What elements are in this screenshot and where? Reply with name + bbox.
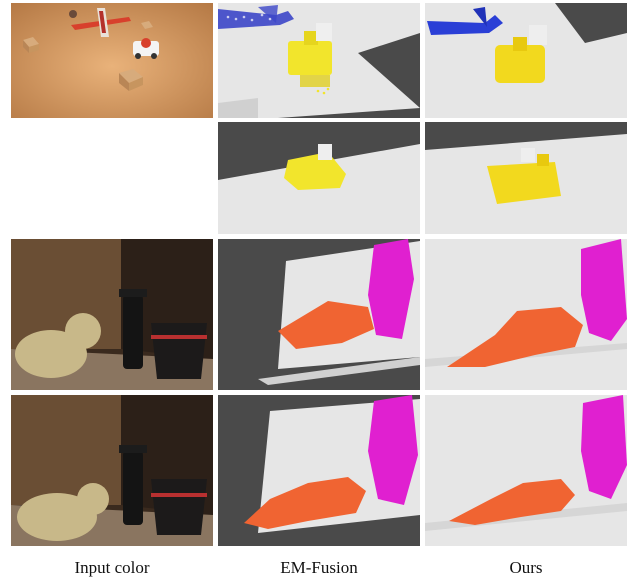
ours-magenta-object [581,395,627,499]
em-plane [218,5,294,29]
row1-input-color-image [11,3,213,118]
row2-em-fusion-reconstruction [218,122,420,234]
em-teddy [244,477,366,529]
ours-magenta-object [581,239,627,341]
bucket [151,323,207,379]
row4-input-color-image [11,395,213,546]
ours-train [495,25,547,83]
column-label-input-color: Input color [74,558,150,577]
em-magenta-object [368,395,418,505]
teddy-bear [15,313,101,378]
row2-ours-reconstruction [425,122,627,234]
row4-ours-reconstruction [425,395,627,546]
em-train [288,23,332,87]
thermos [119,289,147,369]
toy-car [133,38,159,59]
column-label-em-fusion: EM-Fusion [280,558,358,577]
row3-em-fusion-reconstruction [218,239,420,390]
ours-plane [427,7,503,35]
row1-em-fusion-reconstruction [218,3,420,118]
em-magenta-object [368,239,414,339]
thermos [119,445,147,525]
em-train-closeup [284,144,346,190]
row3-ours-reconstruction [425,239,627,390]
toy-plane [69,8,131,37]
ours-teddy [447,307,583,367]
em-teddy [278,301,374,349]
teddy-bear [17,483,109,541]
ours-teddy [449,479,575,525]
column-label-ours: Ours [509,558,543,577]
row1-ours-reconstruction [425,3,627,118]
bucket [151,479,207,535]
row3-input-color-image [11,239,213,390]
ours-train-closeup [487,148,561,204]
row4-em-fusion-reconstruction [218,395,420,546]
